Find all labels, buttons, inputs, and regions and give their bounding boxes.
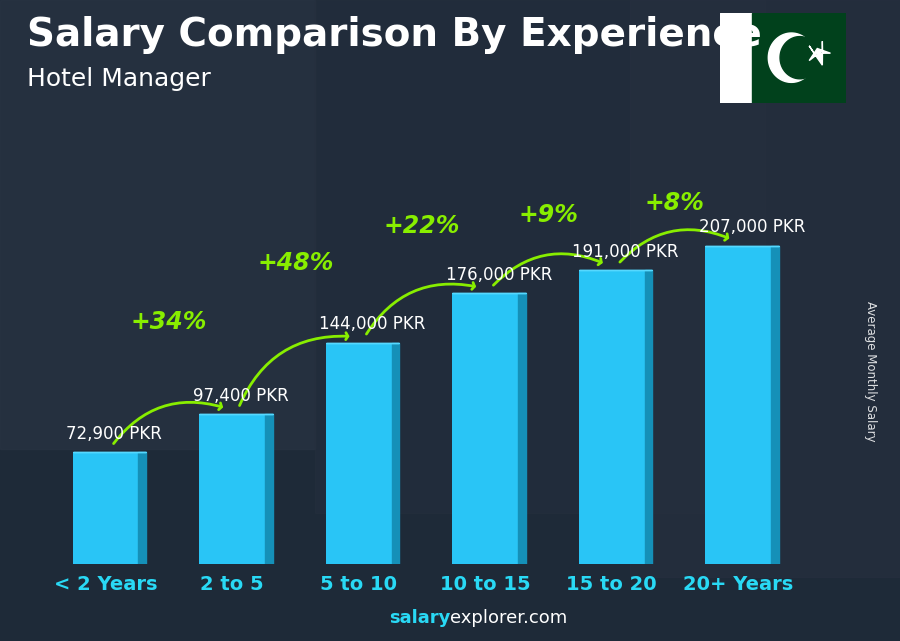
Text: 144,000 PKR: 144,000 PKR: [320, 315, 426, 333]
Bar: [579, 271, 644, 564]
Text: 176,000 PKR: 176,000 PKR: [446, 266, 553, 284]
Text: +9%: +9%: [518, 203, 579, 227]
Polygon shape: [809, 41, 831, 65]
Text: 207,000 PKR: 207,000 PKR: [699, 219, 806, 237]
Text: 72,900 PKR: 72,900 PKR: [67, 425, 162, 443]
Polygon shape: [771, 246, 778, 564]
Polygon shape: [392, 342, 399, 564]
Bar: [199, 414, 265, 564]
Bar: [752, 13, 846, 103]
Text: Average Monthly Salary: Average Monthly Salary: [865, 301, 878, 442]
Bar: [315, 0, 765, 513]
Bar: [630, 0, 900, 577]
Bar: [326, 342, 392, 564]
Polygon shape: [265, 414, 273, 564]
Text: +8%: +8%: [645, 191, 705, 215]
Polygon shape: [518, 294, 526, 564]
Text: +48%: +48%: [257, 251, 334, 275]
Bar: [706, 246, 771, 564]
Polygon shape: [139, 452, 146, 564]
Polygon shape: [769, 33, 815, 82]
Bar: [452, 294, 518, 564]
Text: +34%: +34%: [130, 310, 207, 334]
Bar: [73, 452, 139, 564]
Polygon shape: [644, 271, 652, 564]
Bar: [0, 0, 315, 449]
Text: explorer.com: explorer.com: [450, 609, 567, 627]
Bar: [720, 13, 751, 103]
Text: 191,000 PKR: 191,000 PKR: [572, 243, 679, 261]
Polygon shape: [780, 37, 820, 79]
Text: Hotel Manager: Hotel Manager: [27, 67, 211, 91]
Text: salary: salary: [389, 609, 450, 627]
Text: +22%: +22%: [383, 214, 460, 238]
Text: Salary Comparison By Experience: Salary Comparison By Experience: [27, 16, 761, 54]
Text: 97,400 PKR: 97,400 PKR: [193, 387, 289, 405]
